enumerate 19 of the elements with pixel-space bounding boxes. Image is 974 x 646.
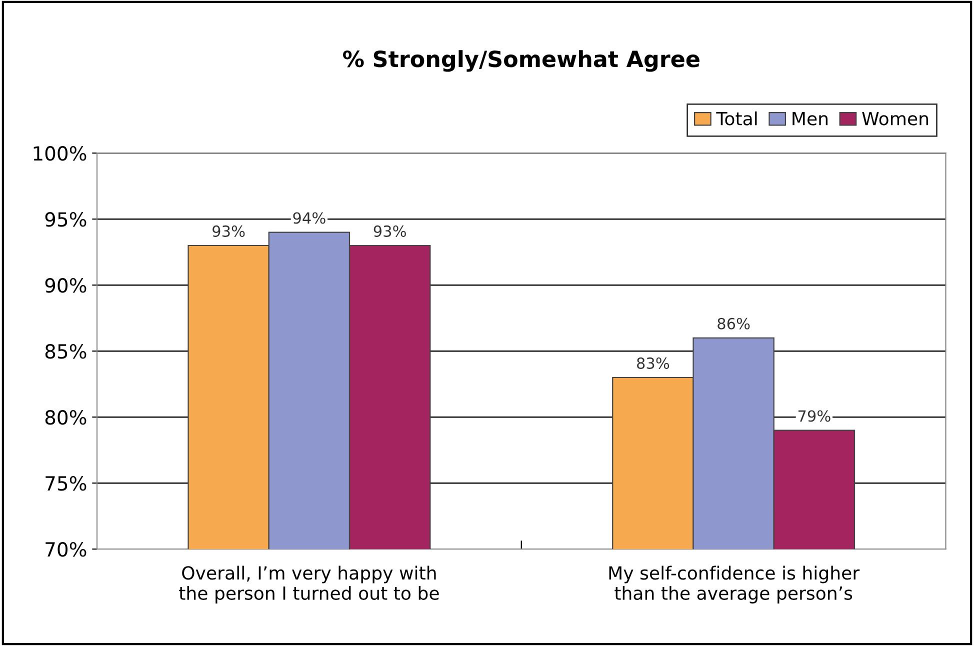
y-tick-label: 80% <box>45 410 86 425</box>
y-tick-label: 90% <box>45 278 86 293</box>
text: 94% <box>293 212 326 224</box>
x-tick-label: Overall, I’m very happy with the person I turned out to be <box>179 566 439 604</box>
text: 79% <box>798 410 830 422</box>
legend-label: Women <box>862 112 928 126</box>
text: 93% <box>374 225 406 237</box>
legend-label: Total <box>716 111 757 126</box>
chart-title: % Strongly/Somewhat Agree <box>342 50 700 72</box>
y-tick-label: 75% <box>46 476 86 491</box>
x-tick-label: My self-confidence is higher than the average person’s <box>609 566 860 604</box>
y-tick-label: 100% <box>34 146 86 161</box>
legend-label: Men <box>792 112 828 126</box>
text: 83% <box>636 357 670 369</box>
text: 93% <box>212 225 245 237</box>
text: 86% <box>718 318 750 330</box>
y-tick-label: 85% <box>45 344 86 359</box>
y-tick-label: 95% <box>45 212 86 227</box>
y-tick-label: 70% <box>46 542 86 557</box>
